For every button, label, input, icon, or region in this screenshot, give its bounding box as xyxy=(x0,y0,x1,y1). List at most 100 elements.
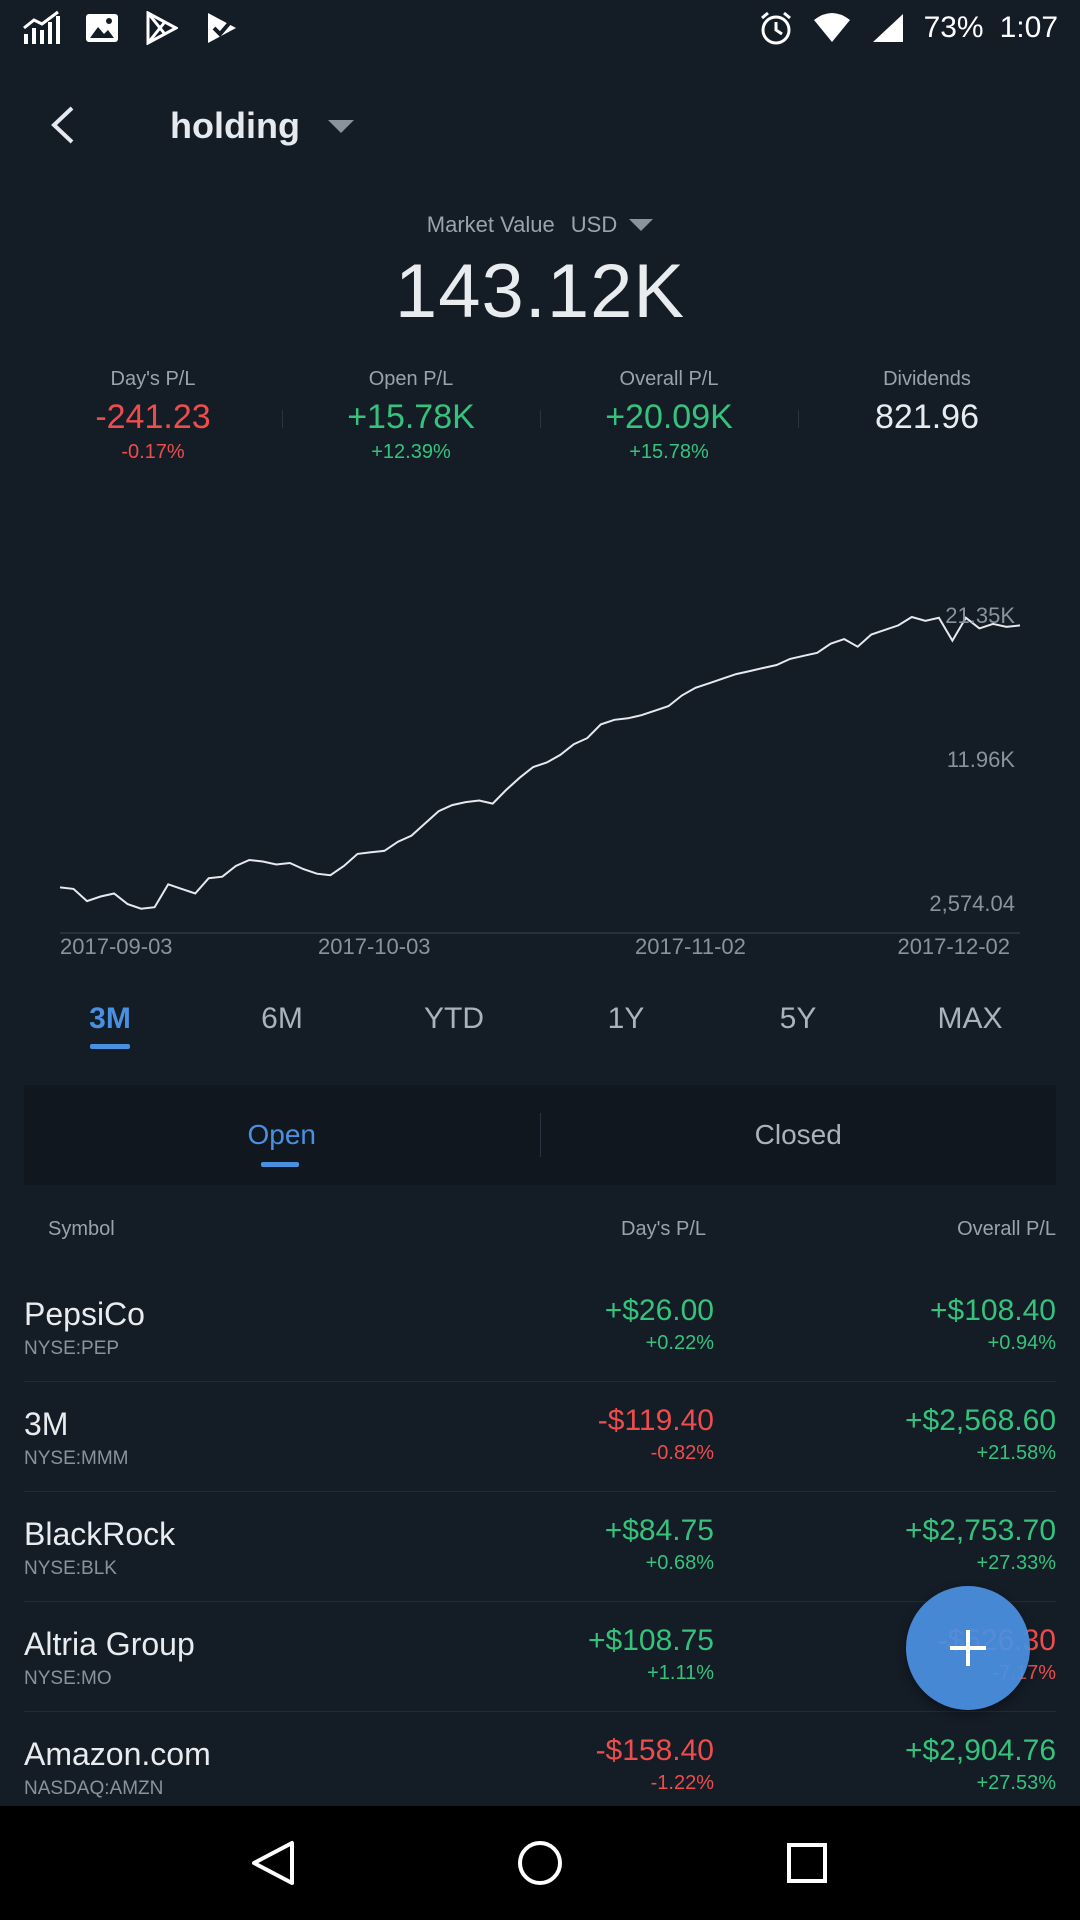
table-header: Symbol Day's P/L Overall P/L xyxy=(24,1218,1056,1248)
y-tick-label: 21.35K xyxy=(945,603,1015,628)
stat-label: Overall P/L xyxy=(619,368,719,390)
tab-open[interactable]: Open xyxy=(24,1085,540,1185)
range-tab-3m[interactable]: 3M xyxy=(24,990,196,1050)
day-pl-percent: -1.22% xyxy=(650,1772,714,1794)
back-button[interactable] xyxy=(40,100,90,150)
day-pl-amount: -$119.40 xyxy=(597,1404,714,1437)
chart-series-line xyxy=(59,615,1021,910)
overall-pl-amount: +$108.40 xyxy=(930,1294,1056,1327)
range-tab-5y[interactable]: 5Y xyxy=(779,1002,817,1035)
x-tick-label: 2017-10-03 xyxy=(318,934,431,959)
holding-ticker: NYSE:PEP xyxy=(24,1338,120,1359)
overall-pl-percent: +0.94% xyxy=(987,1332,1056,1354)
battery-level: 73% xyxy=(923,11,984,44)
nav-recents-icon xyxy=(786,1843,827,1883)
range-tab-6m[interactable]: 6M xyxy=(261,1002,303,1035)
day-pl-percent: -0.82% xyxy=(650,1442,714,1464)
holding-ticker: NYSE:BLK xyxy=(24,1558,117,1579)
overall-pl-amount: +$2,904.76 xyxy=(905,1734,1056,1767)
table-row[interactable]: Altria Group NYSE:MO +$108.75 +1.11% -$5… xyxy=(24,1602,1056,1712)
portfolio-selector[interactable]: holding xyxy=(170,96,354,156)
column-header-overall-pl[interactable]: Overall P/L xyxy=(957,1218,1056,1240)
portfolio-title: holding xyxy=(170,105,300,146)
day-pl-percent: +1.11% xyxy=(647,1662,714,1684)
day-pl-amount: -$158.40 xyxy=(595,1734,714,1767)
status-bar: 73% 1:07 xyxy=(0,0,1080,56)
system-nav-bar xyxy=(0,1806,1080,1920)
play-store-icon xyxy=(142,8,182,48)
overall-pl-percent: +21.58% xyxy=(976,1442,1056,1464)
nav-home-icon xyxy=(517,1841,562,1885)
position-tabs: Open Closed xyxy=(24,1085,1056,1185)
holding-name: PepsiCo xyxy=(24,1296,145,1332)
stat-value: +20.09K xyxy=(605,398,733,436)
stat-percent: +15.78% xyxy=(629,441,709,463)
market-value: 143.12K xyxy=(394,249,686,334)
table-row[interactable]: 3M NYSE:MMM -$119.40 -0.82% +$2,568.60 +… xyxy=(24,1382,1056,1492)
holding-day-pl: -$119.40 -0.82% xyxy=(598,1404,714,1465)
tab-divider xyxy=(539,1113,541,1157)
currency-selector[interactable]: USD xyxy=(570,212,654,238)
table-row[interactable]: PepsiCo NYSE:PEP +$26.00 +0.22% +$108.40… xyxy=(24,1272,1056,1382)
holding-day-pl: +$26.00 +0.22% xyxy=(605,1294,714,1355)
stocks-chart-icon xyxy=(22,8,62,48)
x-tick-label: 2017-12-02 xyxy=(897,934,1010,959)
alarm-icon xyxy=(756,8,796,48)
dropdown-caret-icon xyxy=(327,120,354,133)
stat-open-pl: Open P/L +15.78K +12.39% xyxy=(282,368,540,468)
range-tab-max[interactable]: MAX xyxy=(937,1002,1003,1035)
market-value-label: Market Value xyxy=(426,212,555,237)
range-tabs: 3M 6M YTD 1Y 5Y MAX xyxy=(24,990,1056,1050)
stat-value: -241.23 xyxy=(95,398,211,436)
app-header: holding xyxy=(0,80,1080,170)
stat-value: 821.96 xyxy=(875,398,979,436)
table-row[interactable]: BlackRock NYSE:BLK +$84.75 +0.68% +$2,75… xyxy=(24,1492,1056,1602)
y-tick-label: 11.96K xyxy=(947,747,1015,772)
status-right: 73% 1:07 xyxy=(756,8,1058,48)
currency-caret-icon xyxy=(629,219,654,231)
plus-icon xyxy=(950,1630,986,1666)
clock-time: 1:07 xyxy=(999,11,1058,44)
day-pl-percent: +0.68% xyxy=(645,1552,714,1574)
nav-home-button[interactable] xyxy=(510,1833,570,1893)
column-header-symbol[interactable]: Symbol xyxy=(48,1218,115,1240)
holding-overall-pl: +$2,904.76 +27.53% xyxy=(905,1734,1056,1795)
day-pl-percent: +0.22% xyxy=(645,1332,714,1354)
stat-days-pl: Day's P/L -241.23 -0.17% xyxy=(24,368,282,468)
holding-day-pl: +$84.75 +0.68% xyxy=(605,1514,714,1575)
stat-overall-pl: Overall P/L +20.09K +15.78% xyxy=(540,368,798,468)
add-holding-button[interactable] xyxy=(906,1586,1030,1710)
holding-name: 3M xyxy=(24,1406,69,1442)
day-pl-amount: +$108.75 xyxy=(588,1624,714,1657)
stat-label: Dividends xyxy=(883,368,971,390)
range-tab-1y[interactable]: 1Y xyxy=(607,1002,645,1035)
tab-closed[interactable]: Closed xyxy=(754,1119,842,1150)
day-pl-amount: +$26.00 xyxy=(604,1294,714,1327)
range-tab-ytd[interactable]: YTD xyxy=(424,1002,484,1035)
y-tick-label: 2,574.04 xyxy=(929,891,1015,916)
holding-ticker: NYSE:MMM xyxy=(24,1448,129,1469)
overall-pl-amount: +$2,753.70 xyxy=(905,1514,1056,1547)
nav-back-icon xyxy=(252,1841,295,1885)
overall-pl-percent: +27.53% xyxy=(976,1772,1056,1794)
market-value-chart[interactable]: 21.35K 11.96K 2,574.04 2017-09-03 2017-1… xyxy=(0,560,1080,960)
signal-icon xyxy=(868,8,908,48)
holding-name: BlackRock xyxy=(24,1516,176,1552)
nav-back-button[interactable] xyxy=(243,1833,303,1893)
x-tick-label: 2017-09-03 xyxy=(60,934,173,959)
currency-code: USD xyxy=(570,212,618,237)
nav-recents-button[interactable] xyxy=(777,1833,837,1893)
check-app-icon xyxy=(202,8,242,48)
holding-overall-pl: +$108.40 +0.94% xyxy=(930,1294,1056,1355)
back-arrow-icon xyxy=(51,106,74,144)
table-row[interactable]: Amazon.com NASDAQ:AMZN -$158.40 -1.22% +… xyxy=(24,1712,1056,1822)
column-header-days-pl[interactable]: Day's P/L xyxy=(621,1218,706,1240)
holding-name: Altria Group xyxy=(24,1626,195,1662)
day-pl-amount: +$84.75 xyxy=(604,1514,714,1547)
wifi-icon xyxy=(812,8,852,48)
holdings-list: PepsiCo NYSE:PEP +$26.00 +0.22% +$108.40… xyxy=(24,1272,1056,1822)
holding-name: Amazon.com xyxy=(24,1736,211,1772)
holding-day-pl: +$108.75 +1.11% xyxy=(588,1624,714,1685)
holding-day-pl: -$158.40 -1.22% xyxy=(596,1734,714,1795)
x-tick-label: 2017-11-02 xyxy=(635,934,746,959)
